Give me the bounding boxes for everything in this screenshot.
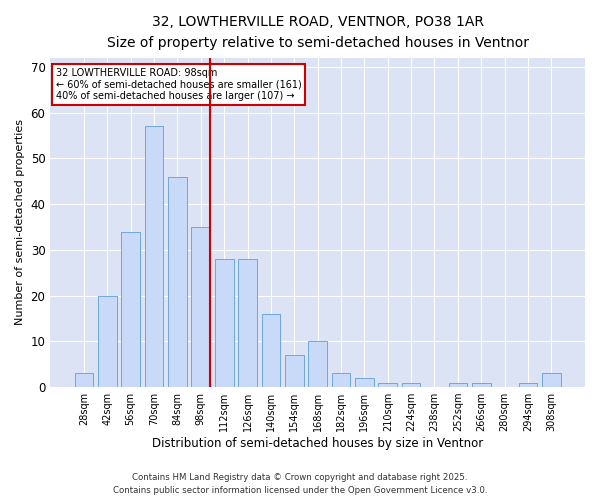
Text: Contains HM Land Registry data © Crown copyright and database right 2025.
Contai: Contains HM Land Registry data © Crown c… <box>113 474 487 495</box>
Y-axis label: Number of semi-detached properties: Number of semi-detached properties <box>15 120 25 326</box>
Bar <box>285 355 304 387</box>
Bar <box>355 378 374 387</box>
Bar <box>121 232 140 387</box>
Text: 32 LOWTHERVILLE ROAD: 98sqm
← 60% of semi-detached houses are smaller (161)
40% : 32 LOWTHERVILLE ROAD: 98sqm ← 60% of sem… <box>56 68 301 101</box>
Bar <box>379 382 397 387</box>
Bar <box>74 374 93 387</box>
Bar <box>98 296 116 387</box>
Bar <box>472 382 491 387</box>
Bar <box>168 176 187 387</box>
Bar <box>145 126 163 387</box>
Bar <box>332 374 350 387</box>
Bar <box>191 227 210 387</box>
Bar <box>238 259 257 387</box>
Bar <box>215 259 233 387</box>
Bar <box>262 314 280 387</box>
Bar <box>449 382 467 387</box>
Bar <box>308 342 327 387</box>
Bar <box>542 374 560 387</box>
Bar <box>402 382 421 387</box>
X-axis label: Distribution of semi-detached houses by size in Ventnor: Distribution of semi-detached houses by … <box>152 437 483 450</box>
Title: 32, LOWTHERVILLE ROAD, VENTNOR, PO38 1AR
Size of property relative to semi-detac: 32, LOWTHERVILLE ROAD, VENTNOR, PO38 1AR… <box>107 15 529 50</box>
Bar <box>518 382 538 387</box>
